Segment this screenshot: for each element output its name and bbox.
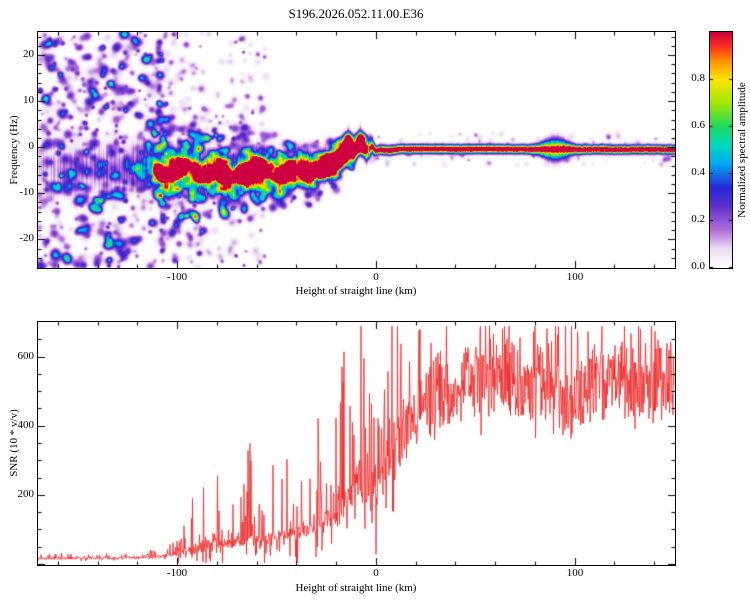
top-ytick-0: 0 [28,140,35,152]
top-ytick-20: 20 [23,48,34,60]
snr-canvas [38,322,675,565]
bottom-y-axis-label: SNR (10 * v/v) [8,409,20,477]
cbar-tick-06: 0.6 [691,119,705,131]
top-y-axis-label: Frequency (Hz) [8,115,20,185]
bottom-ytick-400: 400 [17,419,35,431]
spectrogram-panel [37,31,676,269]
cbar-tick-02: 0.2 [691,213,705,225]
top-ytick-10: 10 [23,94,34,106]
top-ytick-n10: -10 [19,186,34,198]
colorbar-canvas [710,32,732,268]
spectrogram-canvas [38,32,675,268]
bottom-ytick-200: 200 [17,488,35,500]
top-xtick-0: 0 [373,271,379,283]
cbar-tick-00: 0.0 [691,260,705,272]
snr-panel [37,321,676,566]
top-ytick-n20: -20 [19,232,34,244]
bottom-ytick-600: 600 [17,350,35,362]
top-xtick-100: 100 [566,271,584,283]
top-x-axis-label: Height of straight line (km) [295,285,417,297]
cbar-tick-04: 0.4 [691,166,705,178]
cbar-tick-08: 0.8 [691,72,705,84]
figure-title: S196.2026.052.11.00.E36 [288,6,424,21]
bottom-xtick-0: 0 [373,567,379,579]
bottom-xtick-n100: -100 [166,567,188,579]
top-xtick-n100: -100 [166,271,188,283]
bottom-x-axis-label: Height of straight line (km) [295,582,417,594]
bottom-xtick-100: 100 [566,567,584,579]
colorbar-label: Normalized spectral amplitude [736,82,748,218]
colorbar [709,31,733,269]
